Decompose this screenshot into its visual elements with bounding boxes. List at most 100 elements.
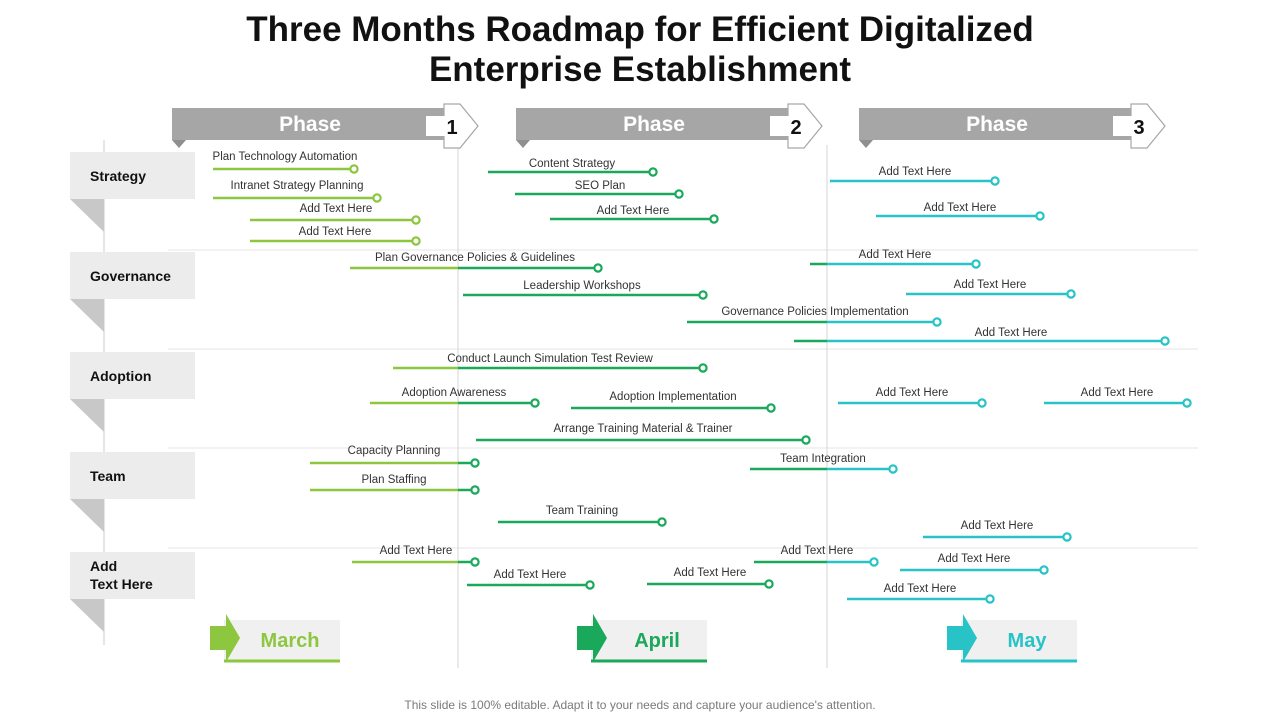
row-label-box <box>70 152 195 199</box>
row-label-fold <box>70 299 104 332</box>
task-end-marker <box>593 263 603 273</box>
phase-tab <box>172 140 186 148</box>
phase-banner-2: Phase 2 <box>516 103 823 149</box>
row-label-fold <box>70 599 104 632</box>
task-item: Add Text Here <box>250 226 421 246</box>
task-end-marker <box>411 215 421 225</box>
task-item: Add Text Here <box>647 567 774 589</box>
task-end-marker <box>764 579 774 589</box>
month-label: March <box>261 630 320 652</box>
task-end-marker <box>1182 398 1192 408</box>
task-item: SEO Plan <box>515 180 684 199</box>
month-box <box>591 620 707 660</box>
phase-arrow-head <box>443 103 479 149</box>
row-label-text: Team <box>90 468 126 484</box>
task-item: Intranet Strategy Planning <box>213 180 382 203</box>
task-item: Team Integration <box>750 453 898 474</box>
row-label-3: Adoption <box>70 352 195 432</box>
task-end-marker <box>674 189 684 199</box>
phase-number-box <box>770 116 800 136</box>
task-end-marker <box>411 236 421 246</box>
task-item: Plan Staffing <box>310 474 480 495</box>
row-label-box <box>70 252 195 299</box>
task-label: Add Text Here <box>975 327 1048 339</box>
task-label: Add Text Here <box>494 569 567 581</box>
task-item: Plan Technology Automation <box>213 151 359 174</box>
task-label: Add Text Here <box>938 553 1011 565</box>
task-item: Plan Governance Policies & Guidelines <box>350 252 603 273</box>
row-label-1: Strategy <box>70 152 195 232</box>
month-arrow-icon <box>210 614 240 662</box>
task-end-marker <box>470 458 480 468</box>
task-label: Governance Policies Implementation <box>721 306 908 318</box>
task-label: Plan Governance Policies & Guidelines <box>375 252 575 264</box>
task-end-marker <box>766 403 776 413</box>
task-label: Add Text Here <box>924 202 997 214</box>
phase-banner-1: Phase 1 <box>172 103 479 149</box>
task-label: Conduct Launch Simulation Test Review <box>447 353 653 365</box>
task-label: Leadership Workshops <box>523 280 641 292</box>
task-item: Add Text Here <box>467 569 595 590</box>
month-badge-april: April <box>577 614 707 663</box>
task-item: Add Text Here <box>876 202 1045 221</box>
task-label: Add Text Here <box>954 279 1027 291</box>
task-end-marker <box>657 517 667 527</box>
task-label: Capacity Planning <box>348 445 441 457</box>
task-end-marker <box>470 485 480 495</box>
task-end-marker <box>372 193 382 203</box>
task-end-marker <box>971 259 981 269</box>
task-end-marker <box>985 594 995 604</box>
task-label: Add Text Here <box>300 203 373 215</box>
task-label: Add Text Here <box>879 166 952 178</box>
task-item: Add Text Here <box>838 387 987 408</box>
phase-label: Phase <box>966 113 1028 136</box>
task-item: Add Text Here <box>794 327 1170 346</box>
row-label-box <box>70 552 195 599</box>
month-badge-march: March <box>210 614 340 663</box>
task-item: Add Text Here <box>250 203 421 225</box>
row-label-fold <box>70 199 104 232</box>
row-label-box <box>70 452 195 499</box>
task-item: Adoption Awareness <box>370 387 540 408</box>
month-arrow-icon <box>947 614 977 662</box>
task-item: Add Text Here <box>352 545 480 567</box>
task-item: Conduct Launch Simulation Test Review <box>393 353 708 373</box>
task-label: SEO Plan <box>575 180 626 192</box>
task-end-marker <box>869 557 879 567</box>
task-item: Add Text Here <box>754 545 879 567</box>
task-item: Capacity Planning <box>310 445 480 468</box>
phase-bar <box>172 108 444 140</box>
task-end-marker <box>530 398 540 408</box>
task-end-marker <box>1066 289 1076 299</box>
task-item: Arrange Training Material & Trainer <box>476 423 811 445</box>
task-label: Adoption Implementation <box>609 391 736 403</box>
phase-arrow-head <box>1130 103 1166 149</box>
task-label: Plan Technology Automation <box>213 151 358 163</box>
task-end-marker <box>698 363 708 373</box>
title-line-2: Enterprise Establishment <box>428 50 852 89</box>
phase-number-box <box>426 116 456 136</box>
row-label-text: Add <box>90 558 117 574</box>
task-end-marker <box>932 317 942 327</box>
row-label-box <box>70 352 195 399</box>
task-end-marker <box>977 398 987 408</box>
task-item: Add Text Here <box>906 279 1076 299</box>
task-label: Arrange Training Material & Trainer <box>554 423 733 435</box>
month-badge-may: May <box>947 614 1077 663</box>
month-arrow-icon <box>577 614 607 662</box>
task-item: Governance Policies Implementation <box>687 306 942 327</box>
task-item: Add Text Here <box>923 520 1072 542</box>
task-end-marker <box>1035 211 1045 221</box>
task-end-marker <box>470 557 480 567</box>
phase-label: Phase <box>279 113 341 136</box>
task-end-marker <box>709 214 719 224</box>
task-label: Adoption Awareness <box>402 387 507 399</box>
task-label: Add Text Here <box>597 205 670 217</box>
phase-number-box <box>1113 116 1143 136</box>
phase-number: 1 <box>446 117 457 139</box>
task-end-marker <box>990 176 1000 186</box>
task-item: Add Text Here <box>1044 387 1192 408</box>
task-label: Add Text Here <box>380 545 453 557</box>
task-item: Adoption Implementation <box>571 391 776 413</box>
